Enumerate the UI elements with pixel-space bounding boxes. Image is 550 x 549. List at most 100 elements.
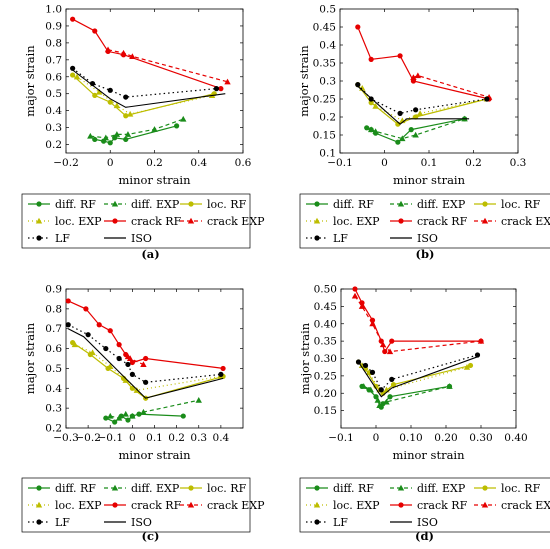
series-iso xyxy=(358,356,478,398)
y-tick-label: 0.9 xyxy=(45,20,62,32)
data-point xyxy=(355,24,361,30)
chart-panel-1: −0.2 0 0.2 0.4 0.6 0.2 0.3 0.4 0.5 0.6 0.7 0.8 0.9 1.… xyxy=(23,4,252,188)
data-point xyxy=(126,355,134,362)
y-tick-label: 0.9 xyxy=(45,284,62,296)
legend-label: ISO xyxy=(417,232,438,245)
legend-entry-diff-rf: diff. RF xyxy=(28,482,96,495)
data-point xyxy=(107,412,114,419)
series-diff-rf xyxy=(364,116,468,145)
legend-marker xyxy=(482,201,488,207)
data-point xyxy=(220,365,226,372)
series-line xyxy=(357,84,487,115)
data-point xyxy=(379,341,387,348)
legend-marker xyxy=(187,217,195,224)
data-point xyxy=(115,414,123,421)
x-tick-label: 0.3 xyxy=(510,157,527,169)
data-point xyxy=(65,298,71,304)
series-iso xyxy=(357,85,470,125)
legend-entry-crack-exp: crack EXP xyxy=(180,215,265,228)
x-tick-label: 0 xyxy=(107,157,114,169)
data-point xyxy=(107,87,113,93)
data-point xyxy=(73,73,81,80)
data-point xyxy=(107,328,113,334)
x-tick-label: 0.10 xyxy=(399,432,422,444)
legend-label: diff. RF xyxy=(55,482,96,495)
data-point xyxy=(95,88,103,95)
data-point xyxy=(92,92,98,98)
plot-frame xyxy=(340,288,517,429)
legend-entry-lf: LF xyxy=(306,516,348,529)
legend-label: diff. RF xyxy=(333,198,374,211)
data-point xyxy=(143,379,149,385)
data-point xyxy=(446,383,453,389)
legend-entry-diff-exp: diff. EXP xyxy=(104,482,180,495)
y-axis-label: major strain xyxy=(298,322,312,394)
legend-label: loc. EXP xyxy=(333,215,380,228)
legend-entry-crack-rf: crack RF xyxy=(390,215,468,228)
y-tick-label: 0.3 xyxy=(319,76,336,88)
legend-label: diff. EXP xyxy=(131,482,180,495)
data-point xyxy=(374,397,381,403)
data-point xyxy=(351,292,359,299)
legend-entry-loc-rf: loc. RF xyxy=(180,198,247,211)
y-tick-label: 0.2 xyxy=(45,139,62,151)
legend-entry-crack-rf: crack RF xyxy=(390,499,468,512)
legend-marker xyxy=(313,217,321,224)
y-tick-label: 0.45 xyxy=(314,301,337,313)
legend-entry-iso: ISO xyxy=(104,232,152,245)
y-tick-label: 0.8 xyxy=(45,37,62,49)
legend-label: LF xyxy=(55,516,70,529)
series-lf xyxy=(355,82,490,116)
legend-marker xyxy=(314,235,320,241)
data-point xyxy=(416,110,424,116)
legend-label: loc. RF xyxy=(207,198,247,211)
plot-frame xyxy=(339,8,519,154)
data-point xyxy=(122,377,129,383)
legend-marker xyxy=(36,519,42,525)
data-point xyxy=(218,371,224,377)
data-point xyxy=(83,306,89,312)
legend-3: diff. RF diff. EXP loc. RF loc. EXP crack RF… xyxy=(21,477,265,533)
x-tick-label: 0.2 xyxy=(146,157,163,169)
legend-label: crack EXP xyxy=(501,215,550,228)
data-point xyxy=(378,387,384,393)
data-point xyxy=(113,131,121,137)
legend-label: diff. EXP xyxy=(131,198,180,211)
legend-marker xyxy=(187,501,195,508)
y-tick-label: 0.6 xyxy=(45,343,62,355)
series-diff-rf xyxy=(359,383,453,410)
y-tick-label: 0.3 xyxy=(45,403,62,415)
legend-box xyxy=(21,477,251,533)
legend-label: loc. RF xyxy=(207,482,247,495)
data-point xyxy=(352,286,358,292)
legend-label: diff. RF xyxy=(55,198,96,211)
chart-panel-2: −0.1 0 0.1 0.2 0.3 0.1 0.15 0.2 0.25 0.3 0.35 0.4 0.… xyxy=(297,4,526,188)
y-tick-label: 0.25 xyxy=(313,94,336,106)
legend-entry-loc-rf: loc. RF xyxy=(474,198,541,211)
y-tick-label: 0.50 xyxy=(314,284,337,296)
data-point xyxy=(96,322,102,328)
legend-entry-diff-exp: diff. EXP xyxy=(390,198,466,211)
data-point xyxy=(125,417,131,423)
series-diff-exp xyxy=(107,397,202,421)
x-tick-label: 0 xyxy=(381,157,388,169)
data-point xyxy=(355,82,361,88)
y-tick-label: 0.4 xyxy=(319,40,336,52)
series-lf xyxy=(65,322,224,385)
data-point xyxy=(107,99,113,105)
x-tick-label: 0.4 xyxy=(213,432,230,444)
legend-marker xyxy=(111,484,119,491)
y-tick-label: 0.4 xyxy=(45,383,62,395)
legend-entry-diff-rf: diff. RF xyxy=(306,482,374,495)
series-loc-rf xyxy=(70,340,226,401)
data-point xyxy=(399,135,406,142)
y-tick-label: 0.2 xyxy=(319,112,336,124)
legend-marker xyxy=(313,501,321,508)
legend-label: crack RF xyxy=(131,215,182,228)
data-point xyxy=(372,128,379,134)
series-line xyxy=(74,344,221,391)
data-point xyxy=(123,113,129,119)
data-point xyxy=(70,16,76,22)
data-point xyxy=(122,410,129,417)
data-point xyxy=(65,322,71,328)
